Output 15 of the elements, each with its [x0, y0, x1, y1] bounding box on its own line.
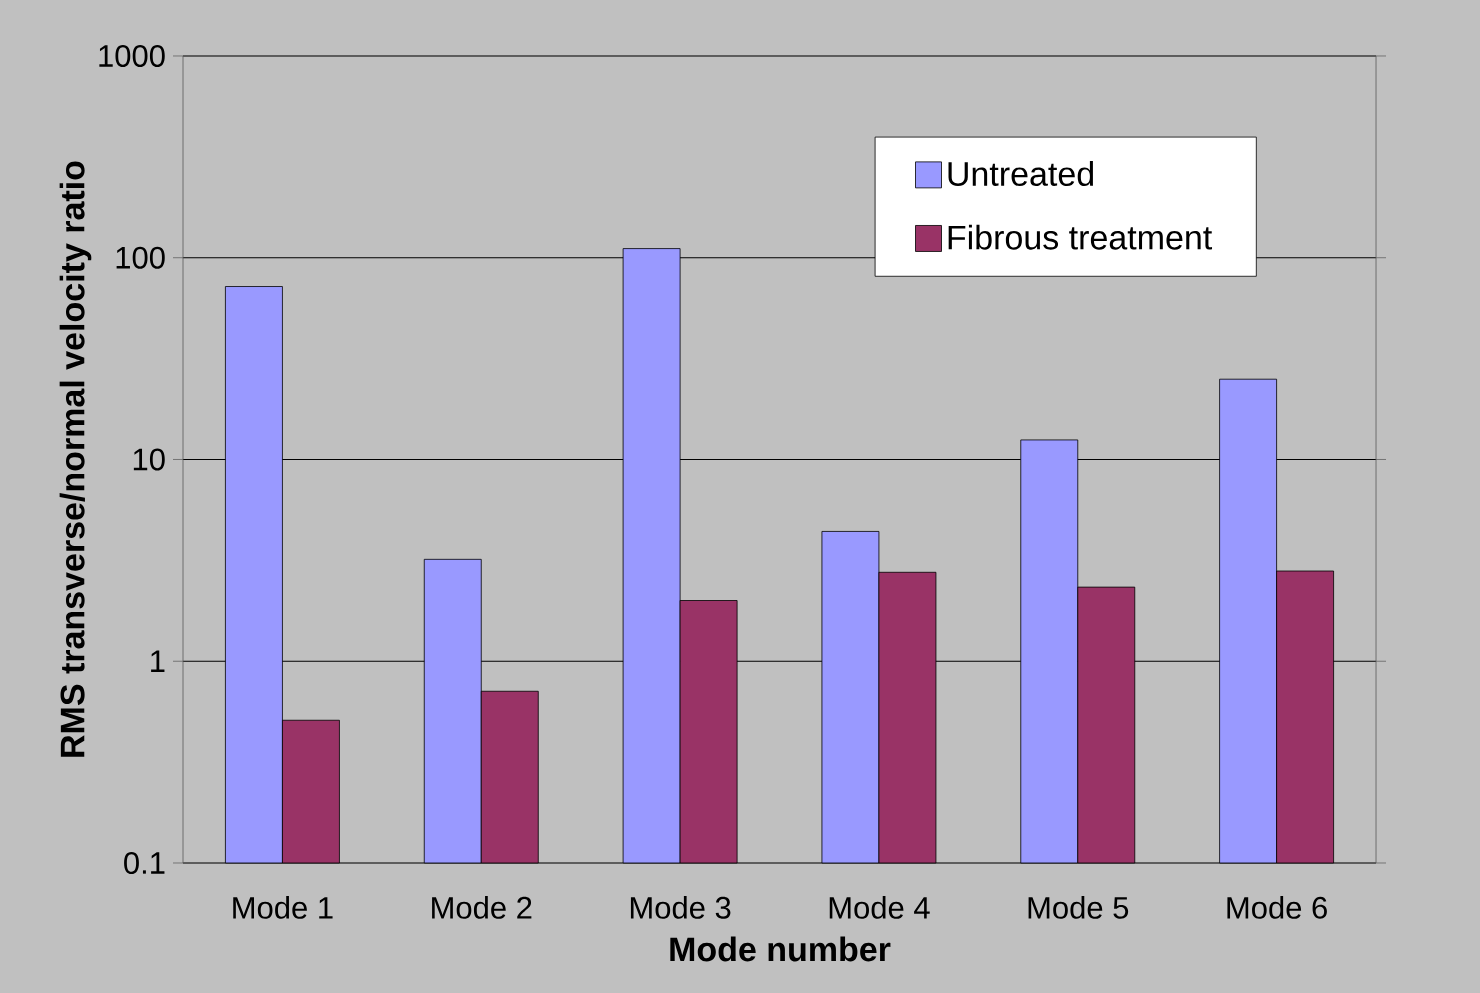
y-tick-label: 10: [133, 448, 165, 471]
legend-label: Untreated: [948, 161, 1093, 187]
x-tick-label: Mode 6: [1227, 896, 1327, 919]
x-tick-label: Mode 1: [233, 896, 333, 919]
y-tick-label: 1000: [99, 44, 165, 67]
y-axis-title: RMS transverse/normal velocity ratio: [59, 161, 92, 757]
y-tick-label: 0.1: [124, 852, 165, 874]
y-tick-label: 100: [116, 246, 165, 269]
y-tick-label: 1: [151, 650, 165, 672]
x-tick-label: Mode 4: [829, 896, 930, 919]
x-axis-title: Mode number: [670, 936, 891, 962]
x-tick-label: Mode 3: [630, 896, 731, 919]
legend-label: Fibrous treatment: [948, 224, 1213, 250]
x-tick-label: Mode 2: [432, 896, 532, 919]
x-tick-label: Mode 5: [1028, 896, 1129, 919]
